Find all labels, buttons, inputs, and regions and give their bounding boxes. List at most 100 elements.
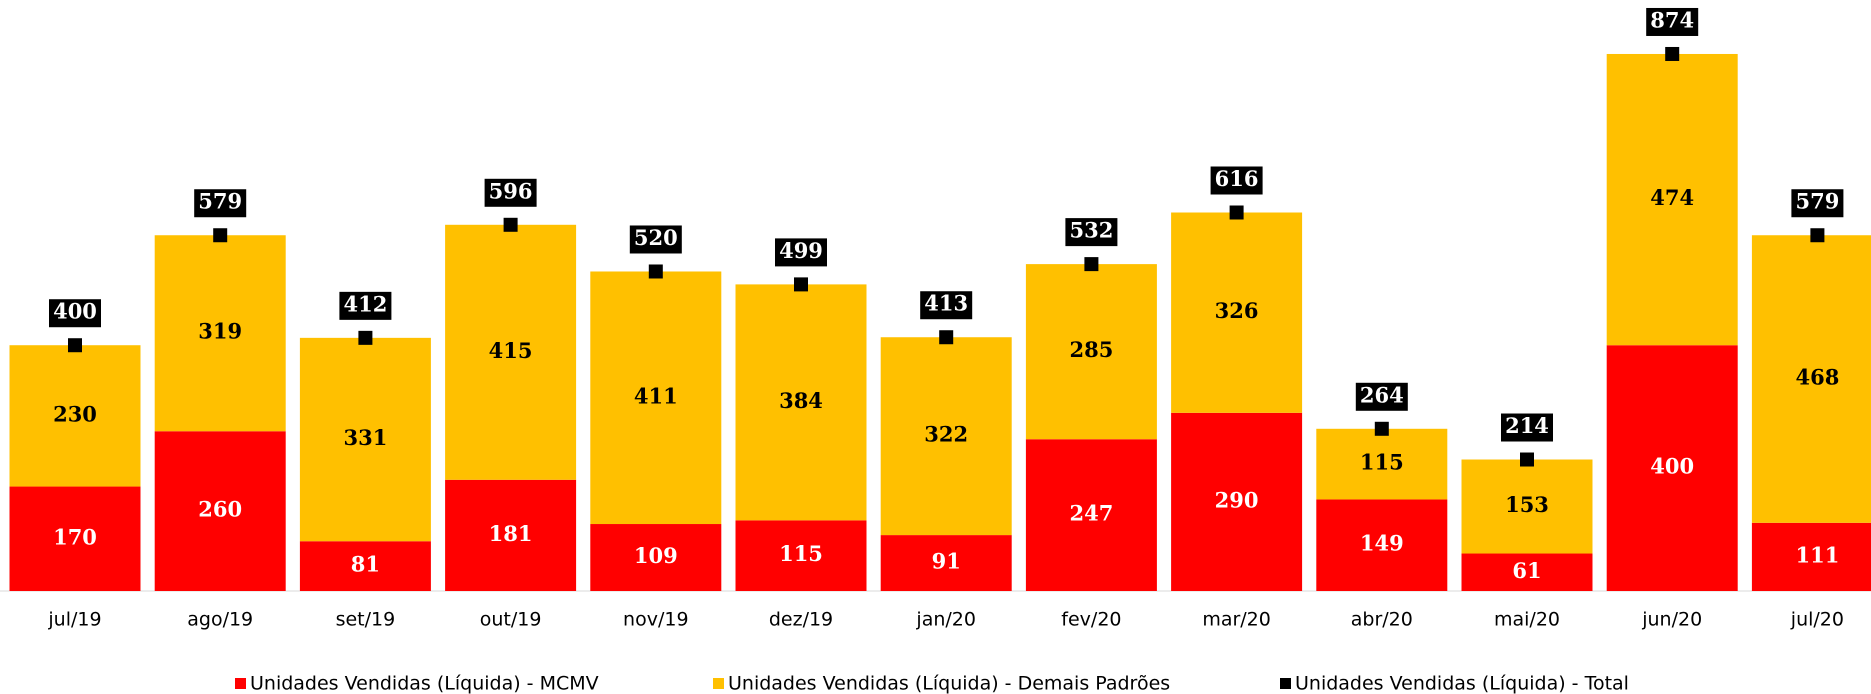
bar-segment: [1316, 499, 1448, 591]
value-label: 81: [351, 552, 380, 577]
value-label: 149: [1360, 531, 1404, 556]
total-marker: [358, 330, 373, 345]
x-tick-label: jul/20: [1790, 609, 1844, 631]
value-label: 109: [634, 543, 678, 568]
legend-label: Unidades Vendidas (Líquida) - Total: [1295, 673, 1629, 694]
total-label: 520: [634, 225, 678, 250]
bar-segment: [1025, 264, 1157, 440]
total-label-box: [484, 178, 537, 207]
total-label-box: [629, 225, 682, 254]
value-label: 400: [1650, 454, 1694, 479]
value-label: 411: [634, 383, 678, 408]
bar-segment: [1461, 459, 1593, 554]
total-label: 616: [1215, 166, 1259, 191]
x-tick-label: fev/20: [1061, 609, 1121, 631]
x-tick-label: mai/20: [1494, 609, 1560, 631]
total-label: 400: [53, 299, 97, 324]
total-label-box: [920, 291, 973, 320]
total-label-box: [1210, 166, 1263, 195]
x-tick-label: nov/19: [623, 609, 689, 631]
value-label: 61: [1512, 558, 1541, 583]
bar-segment: [299, 541, 431, 591]
bar-segment: [735, 284, 867, 521]
value-label: 230: [53, 401, 97, 426]
value-label: 474: [1650, 185, 1694, 210]
total-label: 596: [489, 178, 533, 203]
bar-segment: [154, 431, 286, 591]
value-label: 326: [1215, 298, 1259, 323]
bar-segment: [735, 520, 867, 591]
legend-swatch: [235, 678, 246, 689]
bar-segment: [445, 479, 577, 591]
value-label: 331: [343, 425, 387, 450]
total-marker: [1084, 257, 1099, 272]
bar-segment: [445, 224, 577, 480]
legend-label: Unidades Vendidas (Líquida) - MCMV: [250, 673, 599, 694]
total-marker: [1374, 421, 1389, 436]
total-label: 499: [779, 238, 823, 263]
value-label: 468: [1795, 365, 1839, 390]
x-tick-label: mar/20: [1202, 609, 1271, 631]
x-tick-label: out/19: [480, 609, 542, 631]
total-label: 532: [1069, 218, 1113, 243]
value-label: 115: [1360, 450, 1404, 475]
total-label: 264: [1360, 382, 1404, 407]
total-marker: [648, 264, 663, 279]
total-marker: [503, 217, 518, 232]
bar-segment: [1606, 53, 1738, 346]
bar-segment: [1316, 428, 1448, 500]
x-tick-label: jul/19: [47, 609, 101, 631]
bar-segment: [9, 486, 141, 591]
bar-segment: [1171, 412, 1303, 591]
total-marker: [1665, 46, 1680, 61]
value-label: 170: [53, 524, 97, 549]
total-label: 214: [1505, 413, 1549, 438]
value-label: 384: [779, 388, 823, 413]
value-label: 260: [198, 497, 242, 522]
total-label-box: [1065, 218, 1118, 247]
bar-segment: [590, 524, 722, 591]
x-tick-label: ago/19: [187, 609, 253, 631]
bar-segment: [1751, 522, 1871, 591]
total-label: 412: [343, 291, 387, 316]
value-label: 290: [1215, 487, 1259, 512]
value-label: 115: [779, 541, 823, 566]
bar-segment: [1751, 235, 1871, 523]
total-label: 874: [1650, 7, 1694, 32]
x-tick-label: dez/19: [769, 609, 833, 631]
bar-segment: [154, 235, 286, 432]
total-label: 579: [198, 189, 242, 214]
total-label: 579: [1795, 189, 1839, 214]
bar-segment: [1606, 345, 1738, 591]
total-label-box: [1646, 7, 1699, 36]
value-label: 111: [1795, 542, 1839, 567]
total-marker: [68, 338, 82, 353]
bar-segment: [1171, 212, 1303, 413]
value-label: 285: [1069, 337, 1113, 362]
x-tick-label: abr/20: [1351, 609, 1413, 631]
value-label: 247: [1069, 501, 1113, 526]
total-label-box: [1501, 413, 1553, 442]
bar-segment: [880, 535, 1012, 591]
legend-swatch: [1280, 678, 1291, 689]
total-label-box: [775, 238, 827, 267]
total-marker: [1810, 228, 1825, 243]
bar-segment: [1025, 439, 1157, 591]
total-marker: [939, 330, 954, 345]
legend-label: Unidades Vendidas (Líquida) - Demais Pad…: [728, 673, 1170, 694]
total-label-box: [194, 189, 247, 218]
bar-segment: [9, 345, 141, 487]
total-label: 413: [924, 291, 968, 316]
total-label-box: [49, 299, 101, 328]
value-label: 415: [489, 338, 533, 363]
value-label: 181: [489, 521, 533, 546]
value-label: 153: [1505, 492, 1549, 517]
total-label-box: [339, 291, 392, 320]
x-tick-label: set/19: [336, 609, 396, 631]
x-tick-label: jan/20: [915, 609, 976, 631]
value-label: 319: [198, 319, 242, 344]
value-label: 322: [924, 422, 968, 447]
total-label-box: [1355, 382, 1408, 411]
bar-segment: [299, 337, 431, 542]
